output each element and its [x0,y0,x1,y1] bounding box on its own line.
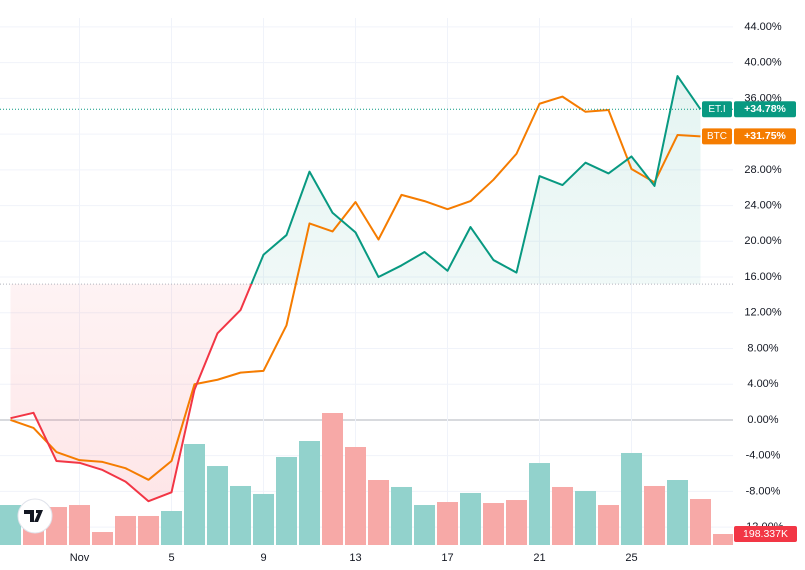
series-name: ET.I [708,104,725,115]
value-tag [734,101,796,118]
volume-bar [598,505,619,545]
volume-bar [138,515,159,545]
series-line [10,75,702,503]
value-label: +31.75% [744,130,786,142]
volume-bar [391,486,412,545]
y-tick-label: 8.00% [747,342,778,354]
x-tick-label: 25 [625,552,637,564]
y-tick-label: 16.00% [744,271,782,283]
y-tick-label: -8.00% [746,485,781,497]
y-tick-label: 20.00% [744,235,782,247]
volume-bar [115,515,136,545]
value-tag [734,128,796,145]
volume-bar [207,466,228,545]
volume-bar [414,505,435,545]
volume-bar [552,486,573,545]
y-tick-label: 28.00% [744,164,782,176]
volume-bar [230,485,251,545]
y-tick-label: 12.00% [744,307,782,319]
tradingview-logo [17,498,53,534]
volume-bar [506,500,527,545]
volume-bar [667,479,688,545]
logo-circle [17,498,53,534]
volume-bar [690,499,711,545]
volume-bar [184,444,205,545]
volume-bar [575,490,596,545]
volume-bar [92,532,113,545]
y-tick-label: 0.00% [747,414,778,426]
volume-bar [345,446,366,545]
volume-bar [69,505,90,545]
volume-bar [483,503,504,545]
value-label: +34.78% [744,103,786,115]
baseline-area [10,76,701,502]
volume-bar [276,456,297,545]
series-name-tag [702,101,732,118]
x-tick-label: 5 [168,552,174,564]
volume-bar [161,511,182,545]
volume-label: 198.337K [743,528,788,540]
y-tick-label: -4.00% [746,450,781,462]
y-tick-label: 40.00% [744,57,782,69]
volume-bar [644,485,665,545]
x-tick-label: 13 [349,552,361,564]
y-tick-label: 4.00% [747,378,778,390]
y-tick-label: 44.00% [744,21,782,33]
volume-bar [322,413,343,545]
volume-bar [460,492,481,545]
volume-bar [253,493,274,545]
y-axis-bg [733,0,805,570]
y-tick-label: 24.00% [744,199,782,211]
volume-bar [299,441,320,545]
x-tick-label: 9 [260,552,266,564]
volume-bar [621,452,642,545]
logo-mark [24,510,43,522]
x-tick-label: 21 [533,552,545,564]
series-name-tag [702,128,732,145]
x-tick-label: 17 [441,552,453,564]
volume-bar [368,479,389,545]
volume-bar [0,505,21,545]
x-tick-label: Nov [70,552,90,564]
volume-bar [713,533,734,545]
series-name: BTC [707,131,727,142]
volume-tag [734,526,797,542]
volume-bar [437,502,458,545]
series-line [10,95,701,481]
volume-bar [529,463,550,545]
